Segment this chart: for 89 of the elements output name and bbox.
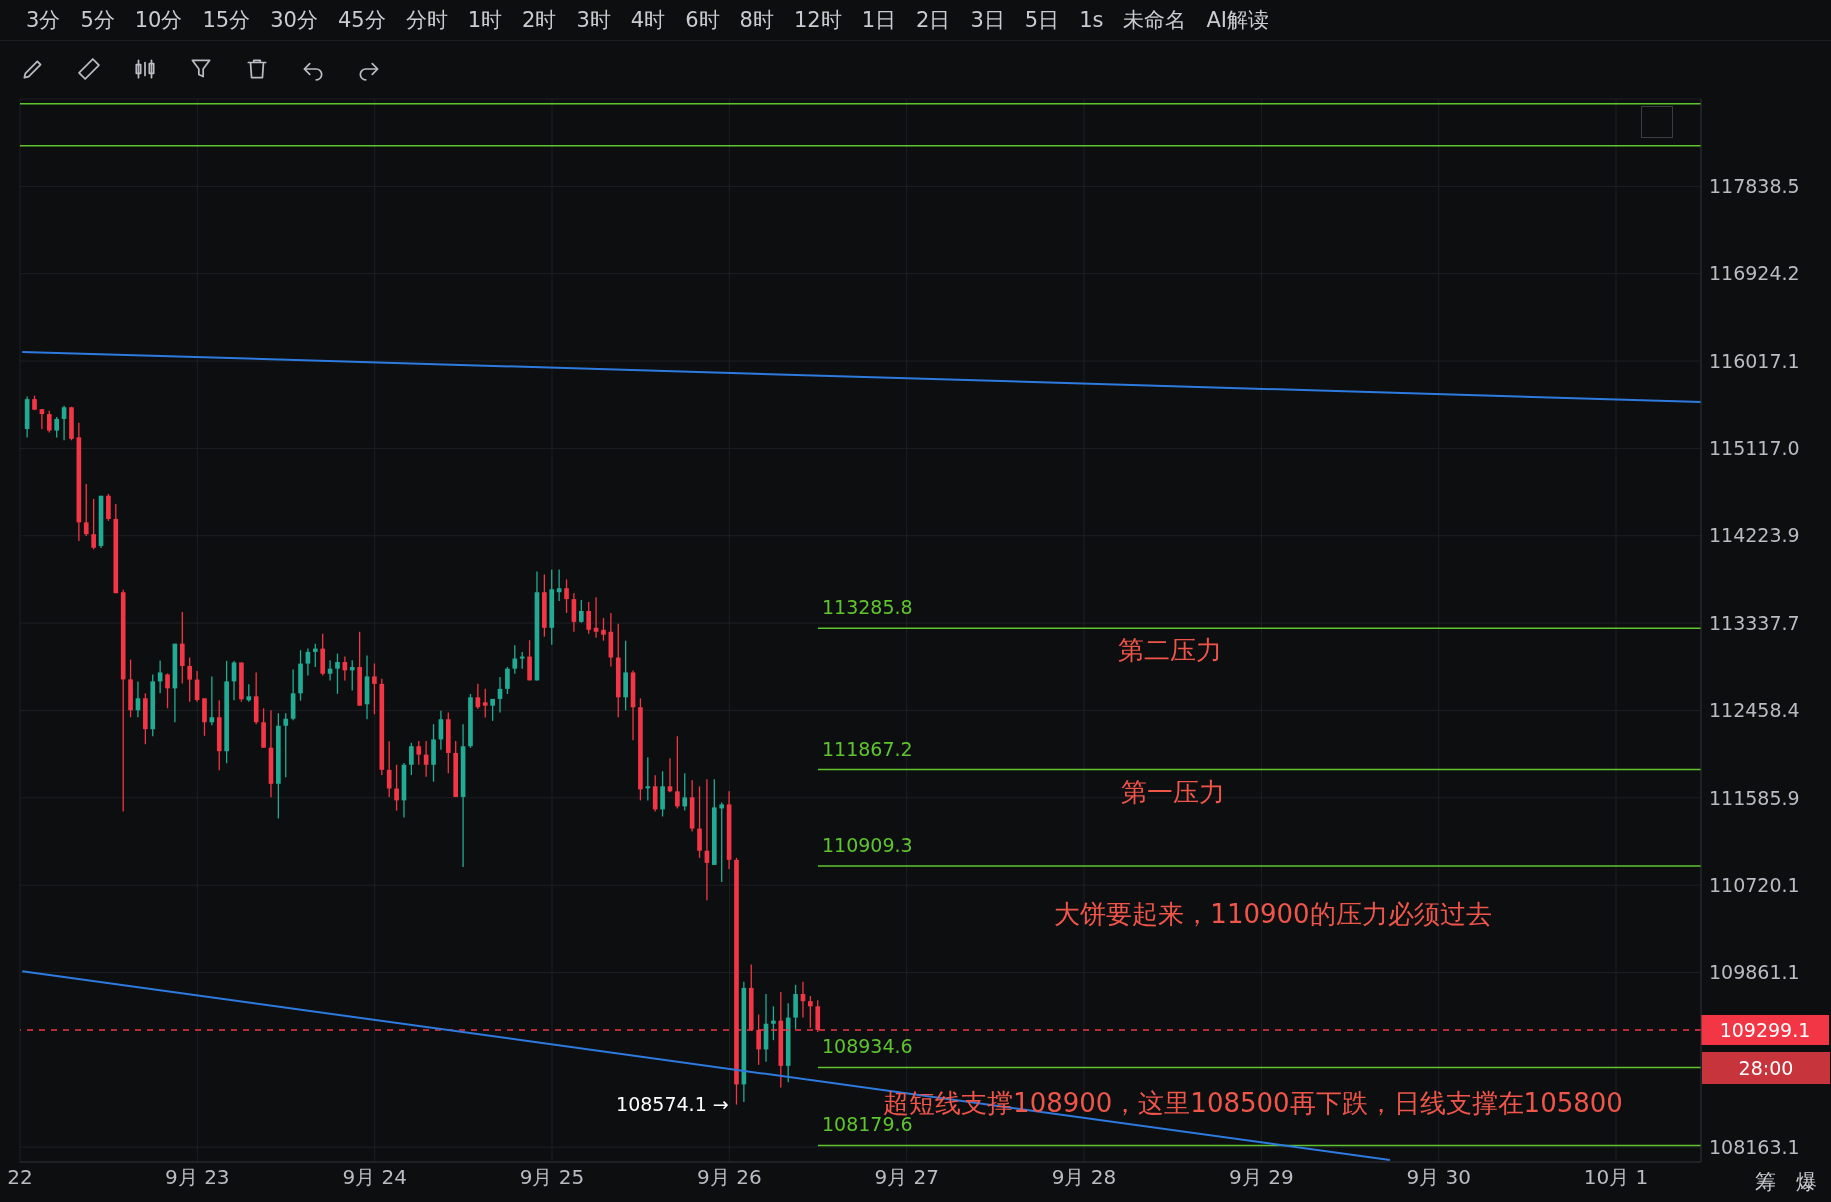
ref-line-label: 110909.3 bbox=[822, 833, 913, 856]
candlestick bbox=[675, 735, 680, 810]
y-tick-label: 116924.2 bbox=[1709, 262, 1800, 285]
ref-line-label: 111867.2 bbox=[822, 737, 913, 760]
y-tick-label: 117838.5 bbox=[1709, 175, 1800, 198]
candlestick bbox=[586, 601, 592, 635]
candlestick bbox=[202, 697, 207, 737]
candlestick bbox=[372, 662, 377, 715]
candlestick bbox=[335, 652, 340, 695]
x-tick-label: 9月 24 bbox=[342, 1165, 407, 1190]
candlestick bbox=[697, 785, 702, 859]
text: 30分 bbox=[270, 7, 318, 34]
candlestick bbox=[91, 498, 96, 551]
text: 1时 bbox=[467, 7, 503, 34]
text: 3日 bbox=[970, 7, 1005, 34]
text: 15分 bbox=[202, 7, 251, 34]
text: 45分 bbox=[337, 7, 386, 34]
y-tick-label: 112458.4 bbox=[1709, 699, 1800, 722]
candlestick bbox=[312, 643, 318, 668]
annotation: 大饼要起来，110900的压力必须过去 bbox=[1054, 897, 1492, 931]
text: 12时 bbox=[793, 7, 842, 34]
text: AI解读 bbox=[1206, 7, 1270, 34]
x-tick-label: 9月 29 bbox=[1229, 1165, 1294, 1190]
ref-line-label: 108934.6 bbox=[822, 1035, 913, 1058]
text: 1s bbox=[1079, 8, 1104, 32]
y-tick-label: 114223.9 bbox=[1709, 524, 1800, 547]
text: 10分 bbox=[134, 7, 183, 34]
candlestick bbox=[601, 617, 606, 642]
candlestick bbox=[54, 416, 60, 439]
candlestick bbox=[283, 712, 289, 778]
text: 未命名 bbox=[1123, 7, 1187, 34]
x-tick-label: 9月 27 bbox=[874, 1165, 939, 1190]
candlestick bbox=[505, 666, 510, 695]
y-tick-label: 110720.1 bbox=[1709, 873, 1800, 896]
x-tick-label: 9月 25 bbox=[519, 1165, 585, 1190]
candlestick bbox=[771, 1005, 776, 1041]
text: 8时 bbox=[739, 7, 774, 34]
y-tick-label: 115117.0 bbox=[1709, 437, 1800, 460]
candlestick bbox=[83, 483, 89, 537]
text: 5日 bbox=[1024, 7, 1060, 34]
text: 4时 bbox=[630, 7, 666, 34]
y-tick-label: 108163.1 bbox=[1709, 1135, 1800, 1158]
candlestick bbox=[645, 756, 651, 802]
y-tick-label: 116017.1 bbox=[1709, 349, 1800, 372]
text: 分时 bbox=[405, 7, 448, 34]
candlestick bbox=[527, 639, 532, 682]
candlestick bbox=[394, 764, 399, 812]
x-tick-label: 22 bbox=[7, 1165, 33, 1190]
x-tick-label: 9月 23 bbox=[165, 1165, 230, 1190]
annotation: 第二压力 bbox=[1118, 633, 1222, 667]
y-tick-label: 113337.7 bbox=[1709, 611, 1800, 634]
candlestick bbox=[46, 410, 52, 434]
text: 爆 bbox=[1796, 1169, 1817, 1196]
candlestick bbox=[416, 740, 422, 766]
annotation: 108574.1 → bbox=[616, 1092, 729, 1115]
text: 2时 bbox=[522, 7, 557, 34]
annotation: 第一压力 bbox=[1121, 775, 1225, 809]
y-tick-label: 109861.1 bbox=[1709, 961, 1800, 984]
candlestick bbox=[482, 688, 488, 719]
candlestick bbox=[719, 801, 725, 883]
x-tick-label: 10月 1 bbox=[1583, 1165, 1649, 1190]
candlestick bbox=[165, 672, 170, 709]
candlestick bbox=[682, 772, 688, 812]
text: 1日 bbox=[861, 7, 897, 34]
candlestick bbox=[179, 611, 185, 685]
text: 28:00 bbox=[1702, 1052, 1830, 1084]
ref-line-label: 113285.8 bbox=[822, 596, 913, 619]
candlestick bbox=[660, 770, 665, 818]
y-tick-label: 111585.9 bbox=[1709, 786, 1800, 809]
text: 筹 bbox=[1755, 1169, 1776, 1196]
x-tick-label: 9月 30 bbox=[1406, 1165, 1471, 1190]
text: 2日 bbox=[916, 7, 951, 34]
candlestick bbox=[578, 599, 584, 624]
candlestick bbox=[652, 774, 658, 813]
ref-line-label: 109299.1 bbox=[1719, 1018, 1811, 1041]
candlestick bbox=[564, 578, 569, 614]
candlestick bbox=[187, 656, 193, 703]
candlestick bbox=[349, 659, 355, 692]
candlestick bbox=[793, 984, 798, 1030]
x-tick-label: 9月 26 bbox=[697, 1165, 762, 1190]
candlestick bbox=[386, 740, 392, 798]
text: 3分 bbox=[26, 7, 61, 34]
text: 3时 bbox=[576, 7, 611, 34]
x-tick-label: 9月 28 bbox=[1051, 1165, 1117, 1190]
candlestick bbox=[106, 493, 111, 522]
text: 6时 bbox=[685, 7, 720, 34]
candlestick bbox=[512, 644, 518, 675]
candlestick bbox=[409, 742, 414, 776]
text: 5分 bbox=[80, 7, 115, 34]
